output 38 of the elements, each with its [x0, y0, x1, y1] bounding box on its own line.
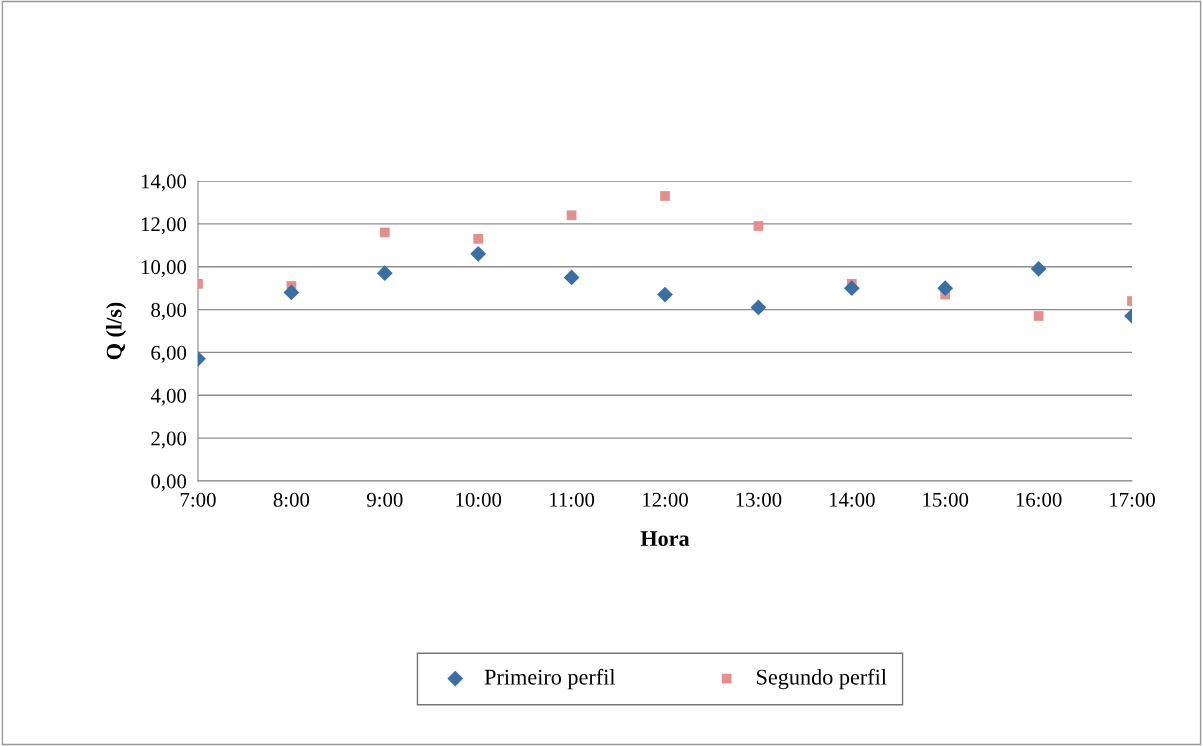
point [660, 191, 670, 201]
x-tick-label: 9:00 [366, 492, 403, 507]
point [750, 299, 767, 316]
y-tick-label: 0,00 [151, 474, 187, 492]
point [283, 284, 300, 301]
x-tick-label: 17:00 [1110, 492, 1155, 507]
point [473, 234, 484, 244]
x-tick-label: 13:00 [736, 492, 782, 507]
point [1030, 261, 1047, 277]
x-tick-label: 15:00 [923, 492, 969, 507]
y-tick-label: 8,00 [151, 302, 187, 320]
point [657, 286, 673, 303]
point [379, 227, 390, 238]
point [470, 246, 487, 262]
y-axis-title: Q (l/s) [105, 302, 127, 360]
x-tick-label: 8:00 [273, 492, 310, 507]
legend-label: Primeiro perfil [484, 668, 616, 690]
y-tick-label: 14,00 [141, 174, 187, 192]
x-axis-title: Hora [640, 531, 690, 547]
x-tick-label: 11:00 [550, 492, 595, 507]
y-tick-label: 12,00 [141, 217, 187, 235]
point [843, 280, 860, 296]
point [753, 221, 764, 231]
point [566, 210, 577, 221]
x-tick-label: 10:00 [456, 492, 502, 507]
point [937, 280, 954, 296]
x-tick-label: 14:00 [829, 492, 875, 507]
y-tick-label: 6,00 [151, 345, 187, 363]
y-tick-label: 10,00 [141, 260, 187, 278]
x-tick-label: 7:00 [180, 492, 216, 507]
legend-label: Segundo perfil [757, 668, 887, 690]
point [1033, 311, 1044, 321]
x-tick-label: 16:00 [1016, 492, 1062, 507]
y-tick-label: 4,00 [150, 388, 187, 406]
point [376, 265, 393, 281]
y-tick-label: 2,00 [151, 431, 187, 449]
x-tick-label: 12:00 [643, 492, 688, 507]
point [563, 269, 580, 286]
